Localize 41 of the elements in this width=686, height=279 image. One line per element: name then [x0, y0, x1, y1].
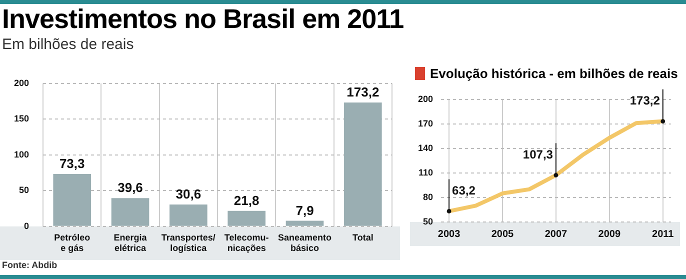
- x-tick-label: Total: [352, 232, 374, 242]
- x-tick-label: Energia elétrica: [114, 232, 148, 254]
- y-tick-label: 80: [423, 192, 434, 202]
- bar: [344, 102, 382, 226]
- bar: [53, 174, 91, 226]
- y-tick-label: 100: [14, 149, 30, 160]
- bar: [228, 210, 266, 226]
- bar: [170, 204, 208, 226]
- data-label: 63,2: [452, 184, 476, 198]
- data-label: 73,3: [59, 156, 85, 172]
- data-label: 39,6: [118, 180, 143, 196]
- x-tick-label: 2003: [438, 228, 461, 240]
- bar: [111, 198, 150, 226]
- x-tick-label: Petróleo e gás: [54, 232, 91, 254]
- data-label: 21,8: [234, 192, 260, 208]
- data-label: 173,2: [346, 84, 380, 100]
- y-tick-label: 200: [14, 78, 30, 88]
- chart-title: Evolução histórica - em bilhões de reais: [430, 66, 678, 81]
- y-tick-label: 50: [19, 185, 30, 196]
- y-tick-label: 50: [423, 216, 434, 226]
- x-tick-label: Telecomu- nicações: [224, 232, 269, 254]
- y-tick-label: 200: [418, 94, 434, 104]
- y-tick-label: 140: [418, 142, 434, 153]
- chart-subtitle: Em bilhões de reais: [2, 36, 134, 53]
- y-tick-label: 150: [14, 114, 30, 124]
- x-tick-label: Transportes/ logística: [161, 232, 216, 254]
- data-label: 7,9: [296, 202, 314, 218]
- x-tick-label: 2009: [598, 228, 621, 240]
- y-tick-label: 110: [418, 167, 434, 178]
- data-label: 107,3: [522, 147, 554, 162]
- bar: [286, 220, 324, 226]
- x-tick-label: 2011: [652, 228, 674, 240]
- x-tick-label: 2007: [544, 228, 568, 240]
- source-note: Fonte: Abdib: [2, 260, 58, 270]
- y-tick-label: 0: [24, 220, 30, 231]
- data-label: 30,6: [176, 186, 202, 202]
- data-label: 173,2: [630, 94, 660, 108]
- chart-title: Investimentos no Brasil em 2011: [2, 4, 404, 35]
- x-tick-label: Saneamento básico: [278, 232, 332, 254]
- x-tick-label: 2005: [491, 228, 514, 240]
- y-tick-label: 170: [418, 118, 434, 128]
